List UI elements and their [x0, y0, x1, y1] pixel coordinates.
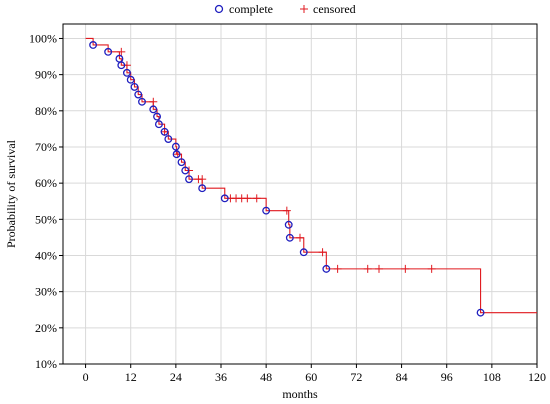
plot-frame	[62, 23, 538, 365]
y-tick-label: 20%	[35, 321, 57, 335]
complete-marker	[153, 112, 161, 121]
y-tick-label: 90%	[35, 68, 57, 82]
complete-marker	[476, 308, 485, 317]
censored-marker	[401, 264, 410, 273]
complete-marker	[299, 248, 308, 257]
y-tick-label: 60%	[35, 176, 57, 190]
grid	[63, 24, 538, 365]
complete-marker	[284, 220, 293, 229]
y-tick-label: 10%	[35, 357, 57, 371]
x-tick-label: 0	[83, 370, 89, 384]
complete-marker	[134, 90, 143, 99]
complete-marker	[181, 166, 190, 175]
complete-marker	[185, 175, 193, 184]
complete-marker	[198, 184, 207, 193]
censored-marker	[333, 264, 342, 273]
complete-marker	[89, 41, 98, 49]
x-tick-label: 96	[441, 370, 453, 384]
complete-marker	[138, 97, 146, 106]
censored-marker	[296, 233, 304, 242]
complete-markers	[89, 41, 485, 317]
legend: complete censored	[214, 2, 356, 16]
y-tick-label: 100%	[29, 31, 57, 45]
x-tick-label: 48	[260, 370, 272, 384]
censored-marker	[243, 194, 252, 203]
complete-marker	[154, 120, 163, 129]
x-tick-label: 24	[170, 370, 182, 384]
y-axis-label: Probability of survival	[4, 139, 18, 248]
complete-marker	[149, 105, 158, 114]
y-tick-label: 50%	[35, 212, 57, 226]
x-tick-label: 12	[125, 370, 137, 384]
complete-marker	[285, 233, 294, 242]
censored-marker	[198, 175, 207, 184]
censored-markers	[117, 47, 436, 273]
complete-marker	[220, 194, 229, 203]
complete-marker	[160, 127, 169, 136]
censored-marker	[363, 264, 372, 273]
x-axis-label: months	[282, 387, 318, 401]
y-tick-label: 30%	[35, 285, 57, 299]
x-tick-label: 108	[483, 370, 501, 384]
complete-marker	[177, 158, 186, 167]
complete-marker	[172, 150, 181, 159]
y-tick-label: 40%	[35, 248, 57, 262]
x-tick-label: 36	[215, 370, 227, 384]
x-tick-label: 120	[528, 370, 546, 384]
legend-complete-label: complete	[229, 2, 273, 16]
y-tick-label: 80%	[35, 104, 57, 118]
y-axis: 10% 20% 30% 40% 50% 60% 70% 80% 90% 100%	[29, 31, 63, 371]
censored-marker	[252, 194, 261, 203]
censored-marker	[149, 97, 158, 106]
complete-marker	[126, 75, 135, 84]
censored-marker	[427, 264, 436, 273]
censored-marker	[282, 206, 291, 215]
complete-marker	[171, 142, 180, 151]
y-tick-label: 70%	[35, 140, 57, 154]
x-tick-label: 60	[305, 370, 317, 384]
legend-censored-marker	[300, 5, 308, 13]
censored-marker	[117, 47, 126, 56]
x-axis: 0 12 24 36 48 60 72 84 96 108 120	[83, 364, 546, 384]
legend-complete-marker	[214, 4, 224, 14]
complete-marker	[117, 61, 126, 70]
complete-marker	[322, 264, 331, 273]
complete-marker	[164, 135, 173, 143]
x-tick-label: 72	[350, 370, 362, 384]
complete-marker	[130, 82, 139, 91]
x-tick-label: 84	[396, 370, 408, 384]
censored-marker	[375, 264, 383, 273]
complete-marker	[104, 47, 113, 56]
censored-marker	[318, 248, 327, 257]
legend-censored-label: censored	[313, 2, 356, 16]
complete-marker	[123, 68, 131, 77]
complete-marker	[262, 206, 271, 215]
